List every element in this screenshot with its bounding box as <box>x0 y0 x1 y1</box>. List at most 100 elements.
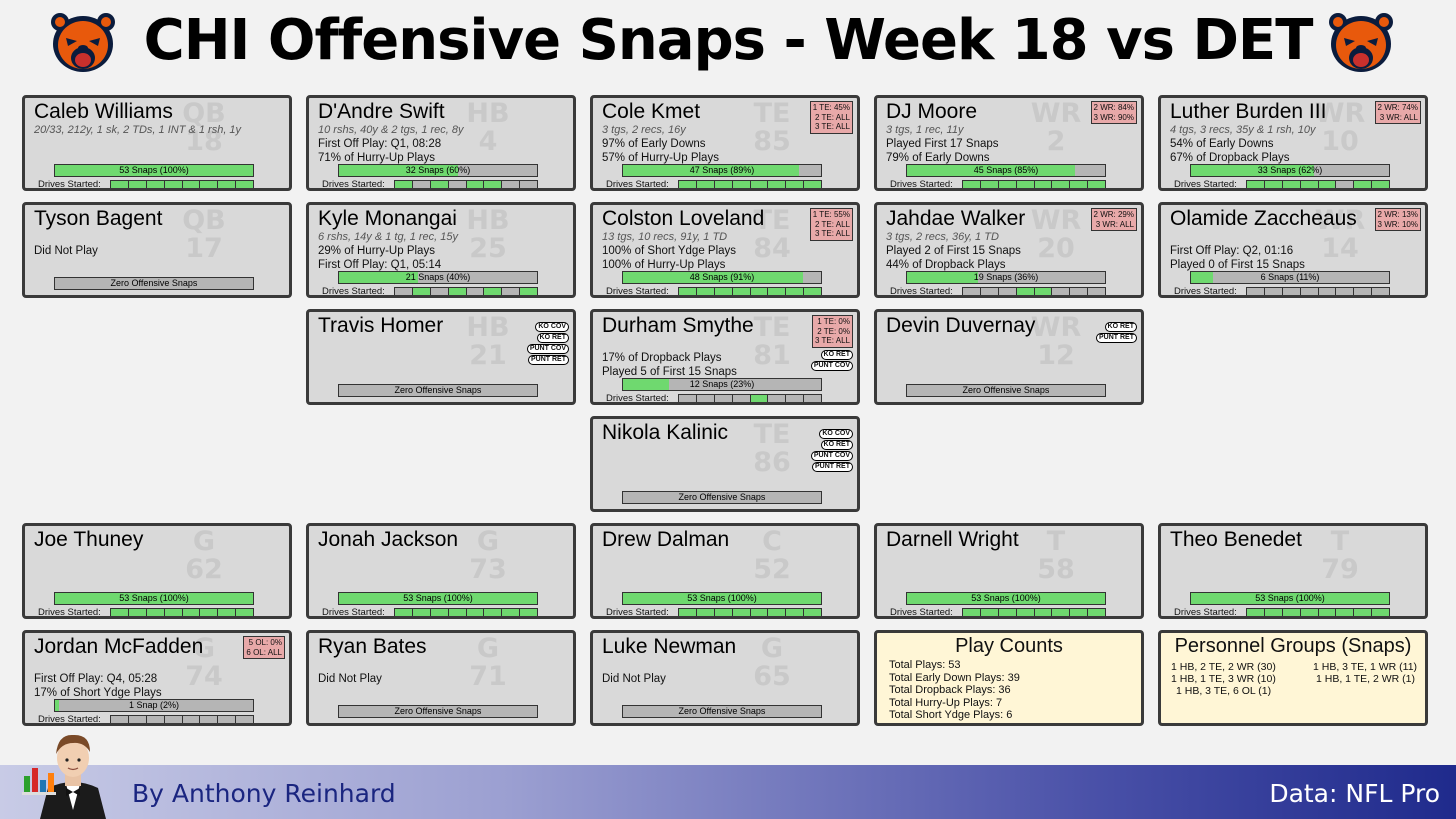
drive-cell <box>129 716 147 723</box>
personnel-share-line: 2 TE: ALL <box>815 219 850 229</box>
play-count-item: Total Early Down Plays: 39 <box>889 671 1020 684</box>
drives-started-label: Drives Started: <box>606 286 669 297</box>
position-watermark: G 74 <box>185 633 223 692</box>
player-note: Played 5 of First 15 Snaps <box>602 366 737 378</box>
drives-started-label: Drives Started: <box>1174 179 1237 190</box>
snap-count-label: Zero Offensive Snaps <box>394 385 482 395</box>
drives-started-strip <box>110 180 254 188</box>
drives-started-label: Drives Started: <box>890 179 953 190</box>
drive-cell <box>998 609 1017 616</box>
drives-started-strip <box>1246 180 1390 188</box>
player-name: Colston Loveland <box>602 207 765 230</box>
drive-cell <box>750 288 769 295</box>
personnel-share-badge: 2 WR: 74% 3 WR: ALL <box>1374 101 1421 124</box>
player-name: D'Andre Swift <box>318 100 445 123</box>
position-watermark: C 52 <box>753 526 791 585</box>
position-watermark: T 58 <box>1037 526 1075 585</box>
player-card-jahdae-walker: WR 20 Jahdae Walker 3 tgs, 2 recs, 36y, 1 T… <box>874 202 1144 298</box>
drive-cell <box>679 395 697 402</box>
drives-started-label: Drives Started: <box>890 286 953 297</box>
drive-cell <box>395 288 413 295</box>
drive-cell <box>182 181 201 188</box>
snap-bar: 32 Snaps (60%) <box>338 164 538 177</box>
drives-started-label: Drives Started: <box>322 607 385 618</box>
drives-started-label: Drives Started: <box>38 607 101 618</box>
player-card-olamide-zaccheaus: WR 14 Olamide Zaccheaus First Off Play: Q2,… <box>1158 202 1428 298</box>
special-teams-tag: PUNT COV <box>810 361 853 371</box>
snap-count-label: 47 Snaps (89%) <box>689 165 755 175</box>
drive-cell <box>466 181 485 188</box>
player-name: Jordan McFadden <box>34 635 204 658</box>
page-title: CHI Offensive Snaps - Week 18 vs DET <box>143 8 1314 73</box>
player-card-nikola-kalinic: TE 86 Nikola Kalinic Zero Offensive Snaps KO… <box>590 416 860 512</box>
snap-count-label: 1 Snap (2%) <box>128 700 180 710</box>
drive-cell <box>1265 288 1283 295</box>
drive-cell <box>183 716 201 723</box>
drive-cell <box>1372 609 1389 616</box>
personnel-share-line: 3 TE: ALL <box>815 122 850 131</box>
drive-cell <box>768 609 787 616</box>
player-note: 44% of Dropback Plays <box>886 259 1006 271</box>
drive-cell <box>200 181 219 188</box>
drives-started-label: Drives Started: <box>1174 286 1237 297</box>
personnel-share-line: 1 TE: 45% <box>812 103 850 112</box>
drive-cell <box>200 609 219 616</box>
special-teams-tag: KO RET <box>536 333 569 343</box>
drive-cell <box>679 609 697 616</box>
personnel-share-badge: 1 TE: 0% 2 TE: 0% 3 TE: ALL <box>812 315 853 348</box>
position-watermark: TE 86 <box>753 419 791 478</box>
personnel-share-line: 3 WR: 10% <box>1377 219 1418 229</box>
special-teams-tags: KO RET PUNT RET <box>1096 322 1137 343</box>
drive-cell <box>1247 181 1265 188</box>
drive-cell <box>430 181 449 188</box>
player-stat-line: 4 tgs, 3 recs, 35y & 1 rsh, 10y <box>1170 124 1316 136</box>
player-card-ryan-bates: G 71 Ryan Bates Did Not Play Zero Offensive … <box>306 630 576 726</box>
drive-cell <box>128 609 147 616</box>
drives-started-strip <box>962 608 1106 616</box>
drive-cell <box>786 609 805 616</box>
personnel-share-line: 3 WR: 90% <box>1093 112 1134 122</box>
drives-started-strip <box>110 715 254 723</box>
drive-cell <box>1318 609 1337 616</box>
player-stat-line: 10 rshs, 40y & 2 tgs, 1 rec, 8y <box>318 124 464 136</box>
drive-cell <box>999 288 1017 295</box>
snap-bar-fill <box>55 593 253 604</box>
snap-bar: 12 Snaps (23%) <box>622 378 822 391</box>
footer-banner: By Anthony Reinhard Data: NFL Pro <box>0 765 1456 819</box>
player-note: 71% of Hurry-Up Plays <box>318 152 435 164</box>
drive-cell <box>111 181 129 188</box>
drive-cell <box>111 716 129 723</box>
position-watermark: WR 12 <box>1030 312 1082 371</box>
drive-cell <box>1034 288 1053 295</box>
snap-bar-fill <box>1191 272 1213 283</box>
player-note: First Off Play: Q1, 05:14 <box>318 259 442 271</box>
drive-cell <box>111 609 129 616</box>
player-card-joe-thuney: G 62 Joe Thuney 53 Snaps (100%) Drives Start… <box>22 523 292 619</box>
personnel-share-line: 2 WR: 13% <box>1377 210 1418 219</box>
position-watermark: G 71 <box>469 633 507 692</box>
player-note: 57% of Hurry-Up Plays <box>602 152 719 164</box>
snap-bar-fill <box>1191 165 1314 176</box>
drive-cell <box>1372 288 1389 295</box>
drive-cell <box>1052 609 1071 616</box>
drive-cell <box>218 181 237 188</box>
drive-cell <box>431 288 449 295</box>
author-credit: By Anthony Reinhard <box>132 779 396 808</box>
drive-cell <box>732 609 751 616</box>
snap-count-label: Zero Offensive Snaps <box>678 492 766 502</box>
snap-bar: 53 Snaps (100%) <box>906 592 1106 605</box>
snap-bar-fill <box>907 165 1076 176</box>
drive-cell <box>502 181 521 188</box>
drive-cell <box>1354 181 1373 188</box>
drive-cell <box>732 288 751 295</box>
drive-cell <box>696 288 715 295</box>
player-note: 54% of Early Downs <box>1170 138 1274 150</box>
player-stat-line: 20/33, 212y, 1 sk, 2 TDs, 1 INT & 1 rsh,… <box>34 124 242 136</box>
snap-count-label: Zero Offensive Snaps <box>394 706 482 716</box>
snap-bar: Zero Offensive Snaps <box>338 705 538 718</box>
drives-started-strip <box>962 287 1106 295</box>
player-note: Played First 17 Snaps <box>886 138 999 150</box>
personnel-groups-panel: Personnel Groups (Snaps) 1 HB, 2 TE, 2 W… <box>1158 630 1428 726</box>
player-note: 67% of Dropback Plays <box>1170 152 1290 164</box>
snap-count-label: 21 Snaps (40%) <box>405 272 471 282</box>
